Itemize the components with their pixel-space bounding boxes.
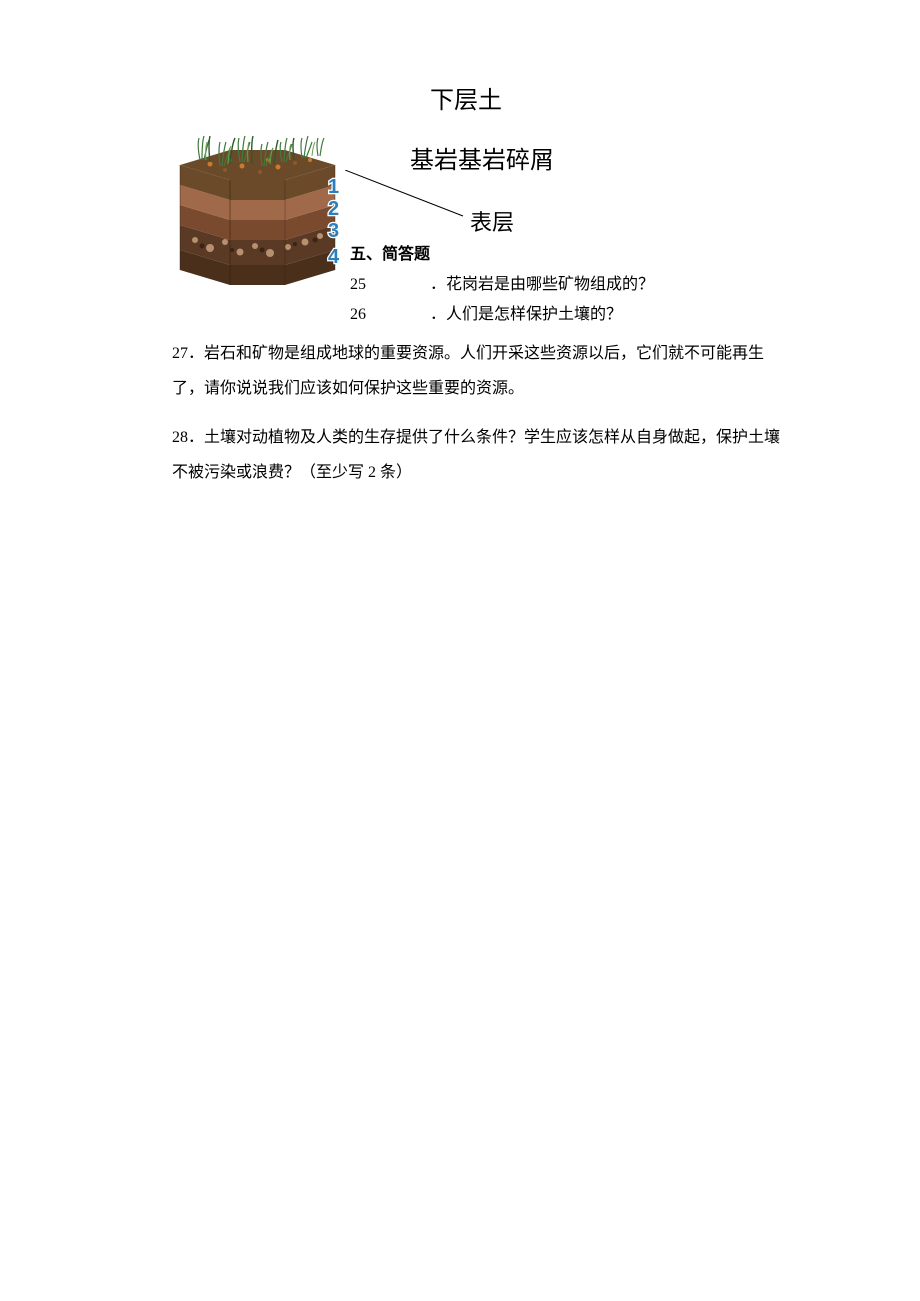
page: 1 2 3 4 下层土 基岩基岩碎屑 表层 五、简答题 25 ．花岗岩是由哪些矿物… (0, 0, 920, 1301)
layer-number-3: 3 (328, 220, 339, 242)
question-26-number: 26 (350, 306, 380, 324)
layer-number-4: 4 (328, 246, 340, 268)
question-25-number: 25 (350, 276, 380, 294)
question-26-text: ．人们是怎样保护土壤的？ (430, 306, 622, 323)
label-bedrock: 基岩基岩碎屑 (410, 140, 554, 175)
leader-line-icon (345, 170, 475, 218)
question-27-text: ．岩石和矿物是组成地球的重要资源。人们开采这些资源以后，它们就不可能再生了，请你… (172, 345, 764, 397)
question-25-text: ．花岗岩是由哪些矿物组成的？ (430, 276, 654, 293)
question-28-text: ．土壤对动植物及人类的生存提供了什么条件？学生应该怎样从自身做起，保护土壤不被污… (172, 429, 780, 481)
question-27-number: 27 (172, 336, 188, 371)
section-heading: 五、简答题 (350, 240, 430, 264)
soil-layers-icon: 1 2 3 4 (170, 100, 345, 300)
question-25: 25 ．花岗岩是由哪些矿物组成的？ (350, 270, 654, 294)
question-28: 28．土壤对动植物及人类的生存提供了什么条件？学生应该怎样从自身做起，保护土壤不… (172, 420, 792, 490)
question-26: 26 ．人们是怎样保护土壤的？ (350, 300, 622, 324)
label-surface: 表层 (470, 205, 514, 237)
question-28-number: 28 (172, 420, 188, 455)
question-27: 27．岩石和矿物是组成地球的重要资源。人们开采这些资源以后，它们就不可能再生了，… (172, 336, 792, 406)
label-subsoil: 下层土 (430, 80, 502, 115)
soil-diagram: 1 2 3 4 (170, 100, 345, 300)
layer-number-1: 1 (328, 176, 339, 198)
layer-number-2: 2 (328, 198, 339, 220)
